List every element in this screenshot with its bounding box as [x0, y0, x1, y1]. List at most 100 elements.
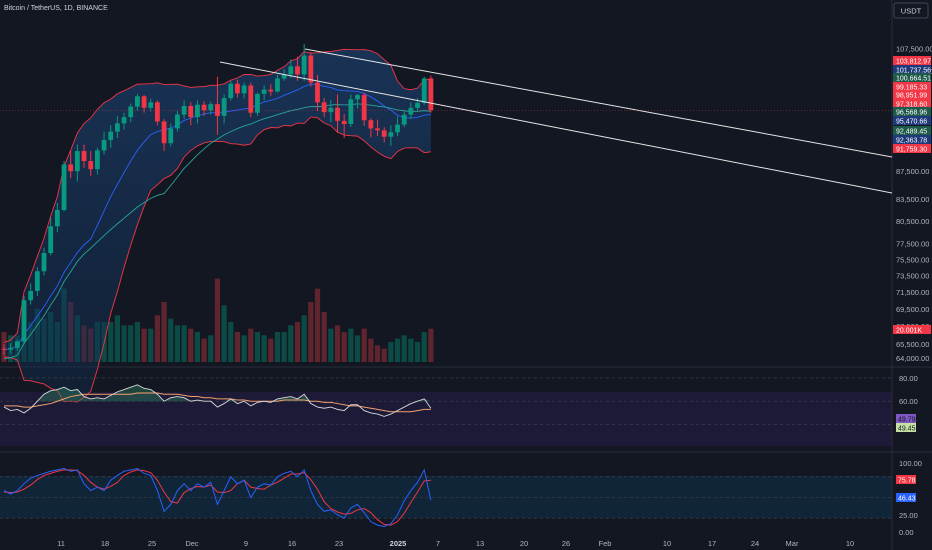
- time-tick-label: 10: [846, 539, 854, 548]
- candle-body: [61, 164, 67, 210]
- candle: [74, 144, 80, 182]
- candle: [101, 131, 107, 155]
- price-tag: 101,737.56: [893, 65, 931, 75]
- candle: [168, 123, 174, 147]
- volume-bar: [321, 312, 327, 362]
- price-tick-label: 69,500.00: [896, 305, 929, 314]
- candle: [161, 118, 167, 152]
- volume-bar: [188, 328, 194, 362]
- rsi-line: [3, 384, 432, 417]
- candle: [195, 100, 200, 124]
- chart-title: Bitcoin / TetherUS, 1D, BINANCE: [4, 5, 108, 12]
- volume-bar: [288, 325, 294, 362]
- candle-body: [8, 347, 14, 350]
- price-tag-bg: [893, 107, 931, 116]
- volume-bar: [401, 335, 407, 362]
- price-tag: 91,759.30: [893, 144, 931, 154]
- rsi-value-tag-label: 49.79: [898, 417, 916, 424]
- volume-bar: [308, 302, 314, 362]
- price-tick-label: 65,500.00: [896, 340, 929, 349]
- candle-body: [208, 104, 214, 111]
- price-tag: 99,185.33: [893, 82, 931, 92]
- time-axis[interactable]: 11 18 25 Dec 9 16 23 2025 7 13 20 26 Feb 10 17 24 Mar 10: [57, 539, 854, 548]
- volume-bar: [354, 335, 361, 362]
- price-tag-label: 92,489.45: [896, 129, 927, 136]
- candle: [381, 127, 387, 143]
- candle-body: [388, 132, 394, 137]
- candle-body: [315, 82, 320, 103]
- volume-bar: [121, 325, 127, 362]
- candle: [1, 344, 7, 356]
- price-tag-bg: [893, 82, 931, 91]
- candle-body: [381, 130, 387, 137]
- trendline-lower[interactable]: [219, 61, 893, 194]
- candle-body: [295, 66, 300, 75]
- candle-body: [175, 114, 180, 129]
- rsi-value-tag-bg: [896, 423, 916, 432]
- candle: [48, 217, 54, 256]
- candle: [215, 76, 220, 135]
- rsi-lines: [0, 377, 892, 426]
- candle-body: [135, 96, 140, 107]
- price-tick-label: 64,000.00: [896, 354, 929, 363]
- rsi-tick-label: 80.00: [899, 374, 918, 383]
- price-tick-label: 71,500.00: [896, 288, 929, 297]
- price-tag: 98,951.99: [893, 90, 931, 100]
- candle: [241, 82, 247, 99]
- stoch-pane: [0, 476, 892, 518]
- volume-bar: [201, 338, 207, 362]
- candle: [308, 52, 314, 87]
- volume-bar: [214, 278, 221, 362]
- stoch-k-line: [3, 467, 432, 528]
- price-tag: 92,363.78: [893, 135, 931, 145]
- price-tag-label: 100,664.51: [896, 76, 931, 83]
- candle-body: [248, 85, 254, 113]
- price-tick-label: 77,500.00: [896, 240, 929, 249]
- trendline-upper[interactable]: [304, 48, 893, 158]
- candle-body: [21, 300, 27, 342]
- price-tag-bg: [893, 116, 931, 125]
- candle: [268, 84, 274, 96]
- candle: [155, 100, 160, 126]
- candle: [28, 283, 34, 305]
- candle-body: [268, 89, 274, 92]
- price-tag-bg: [893, 135, 931, 144]
- volume-bar: [221, 305, 227, 362]
- time-tick-label: 2025: [390, 539, 407, 548]
- candle: [81, 144, 87, 168]
- volume-bar: [368, 338, 374, 362]
- candle: [301, 43, 307, 81]
- candle-body: [101, 139, 107, 151]
- trend-lines[interactable]: [219, 48, 893, 194]
- candle: [21, 296, 27, 344]
- volume-bar: [254, 332, 261, 362]
- volume-bar: [408, 338, 414, 362]
- candle-body: [348, 99, 354, 124]
- candle: [375, 119, 380, 137]
- candle-body: [161, 121, 167, 144]
- volume-bar: [148, 328, 154, 362]
- candle-body: [421, 78, 427, 103]
- price-tag: 96,568.96: [893, 107, 931, 117]
- price-tick-label: 87,500.00: [896, 167, 929, 176]
- rsi-value-tag-bg: [896, 414, 916, 423]
- candle-body: [215, 104, 220, 116]
- candle-body: [255, 93, 260, 113]
- candle-body: [141, 96, 147, 108]
- stoch-band-fill: [0, 476, 892, 518]
- candle-body: [235, 83, 240, 94]
- volume-bar: [128, 325, 134, 362]
- candle: [8, 343, 14, 354]
- price-tag-label: 92,363.78: [896, 138, 927, 145]
- volume-bar: [421, 332, 427, 362]
- candle-body: [221, 98, 227, 116]
- stoch-value-tag: 46.43: [896, 493, 916, 503]
- candle: [61, 161, 67, 212]
- currency-badge[interactable]: USDT: [893, 2, 929, 19]
- volume-bar: [281, 332, 287, 362]
- price-tick-label: 83,500.00: [896, 195, 929, 204]
- candle-body: [375, 128, 380, 131]
- volume-bar: [361, 328, 367, 362]
- volume-bar: [228, 322, 234, 362]
